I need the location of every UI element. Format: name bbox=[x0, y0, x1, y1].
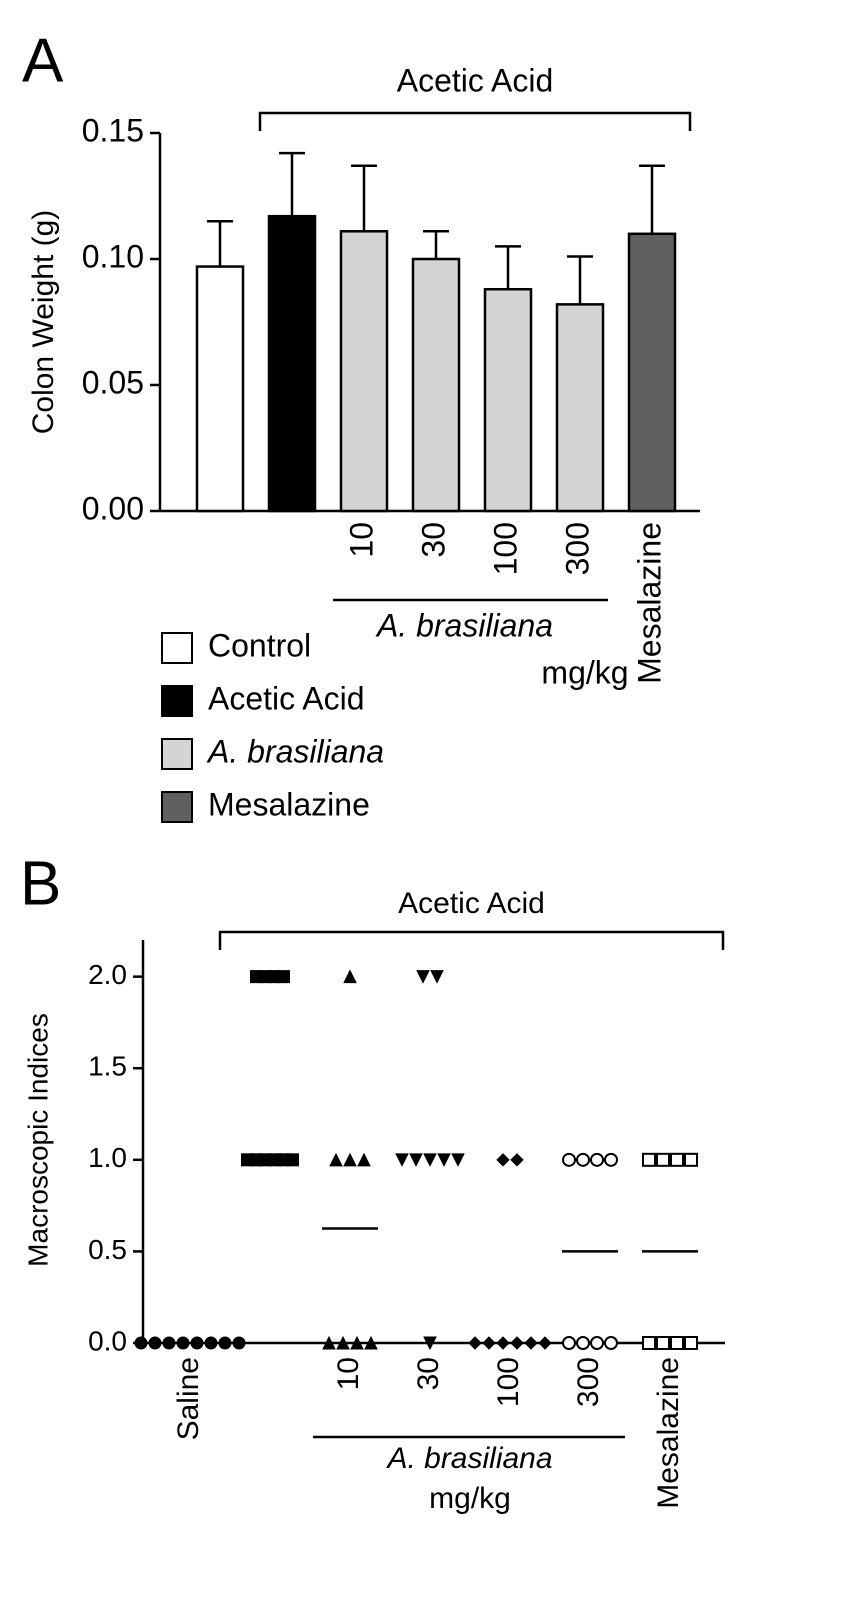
point bbox=[364, 1335, 378, 1350]
x-tick-label: 10 bbox=[332, 1357, 365, 1390]
y-axis-label: Macroscopic Indices bbox=[22, 1013, 53, 1267]
legend-swatch bbox=[161, 632, 193, 664]
point bbox=[176, 1336, 190, 1350]
point bbox=[642, 1152, 656, 1167]
point bbox=[510, 1153, 524, 1167]
panel-label: A bbox=[22, 26, 64, 95]
y-tick-label: 0.15 bbox=[82, 112, 144, 148]
point bbox=[684, 1152, 698, 1167]
legend-label: A. brasiliana bbox=[206, 733, 384, 769]
x-tick-label: 300 bbox=[559, 522, 595, 575]
x-tick-label: 30 bbox=[415, 522, 451, 558]
y-tick-label: 1.0 bbox=[88, 1142, 127, 1173]
point bbox=[590, 1336, 604, 1350]
point bbox=[482, 1336, 496, 1350]
point bbox=[218, 1336, 232, 1350]
point bbox=[416, 970, 430, 984]
point bbox=[576, 1336, 590, 1350]
point bbox=[322, 1335, 336, 1350]
point bbox=[286, 1153, 299, 1167]
point bbox=[656, 1152, 670, 1167]
point bbox=[357, 1152, 371, 1167]
point bbox=[562, 1152, 576, 1167]
x-tick-label: 30 bbox=[412, 1357, 445, 1390]
bar bbox=[267, 214, 317, 513]
point bbox=[430, 970, 444, 984]
bar bbox=[555, 303, 605, 513]
group-label: A. brasiliana bbox=[385, 1442, 552, 1475]
point bbox=[343, 1152, 357, 1167]
unit-label: mg/kg bbox=[541, 654, 628, 690]
point bbox=[562, 1336, 576, 1350]
group-label: A. brasiliana bbox=[375, 607, 553, 643]
point bbox=[496, 1153, 510, 1167]
y-tick-label: 0.05 bbox=[82, 364, 144, 400]
point bbox=[343, 969, 357, 984]
y-tick-label: 1.5 bbox=[88, 1051, 127, 1082]
point bbox=[190, 1336, 204, 1350]
x-tick-label: Mesalazine bbox=[652, 1357, 685, 1509]
x-tick-label: 300 bbox=[572, 1357, 605, 1407]
y-axis-label: Colon Weight (g) bbox=[27, 210, 60, 435]
point bbox=[604, 1152, 618, 1167]
point bbox=[204, 1336, 218, 1350]
point bbox=[684, 1336, 698, 1350]
bar bbox=[411, 257, 461, 513]
point bbox=[329, 1152, 343, 1167]
legend-swatch bbox=[161, 791, 193, 823]
bracket-label: Acetic Acid bbox=[397, 62, 554, 98]
bracket bbox=[218, 930, 725, 950]
point bbox=[590, 1152, 604, 1167]
point bbox=[670, 1152, 684, 1167]
point bbox=[437, 1153, 451, 1167]
point bbox=[162, 1336, 176, 1350]
y-tick-label: 0.00 bbox=[82, 490, 144, 526]
point bbox=[395, 1153, 409, 1167]
y-tick-label: 0.10 bbox=[82, 238, 144, 274]
legend-swatch bbox=[161, 738, 193, 770]
bracket-label: Acetic Acid bbox=[398, 887, 545, 920]
point bbox=[604, 1336, 618, 1350]
point bbox=[656, 1336, 670, 1350]
bar bbox=[339, 230, 389, 513]
point bbox=[409, 1153, 423, 1167]
point bbox=[576, 1152, 590, 1167]
y-tick-label: 0.5 bbox=[88, 1234, 127, 1265]
legend-swatch bbox=[161, 685, 193, 717]
point bbox=[538, 1336, 552, 1350]
point bbox=[232, 1336, 246, 1350]
legend-label: Mesalazine bbox=[208, 786, 370, 822]
y-tick-label: 2.0 bbox=[88, 959, 127, 990]
point bbox=[642, 1336, 656, 1350]
bar bbox=[627, 232, 677, 513]
x-tick-label: Mesalazine bbox=[631, 522, 667, 684]
y-tick-label: 0.0 bbox=[88, 1325, 127, 1356]
panel-label: B bbox=[20, 849, 61, 918]
legend-label: Acetic Acid bbox=[208, 680, 365, 716]
point bbox=[510, 1336, 524, 1350]
legend-label: Control bbox=[208, 627, 311, 663]
point bbox=[350, 1335, 364, 1350]
point bbox=[451, 1153, 465, 1167]
point bbox=[277, 970, 290, 984]
point bbox=[336, 1335, 350, 1350]
bar bbox=[483, 287, 533, 513]
point bbox=[468, 1336, 482, 1350]
unit-label: mg/kg bbox=[429, 1482, 511, 1515]
point bbox=[670, 1336, 684, 1350]
point bbox=[423, 1336, 437, 1351]
x-tick-label: 10 bbox=[343, 522, 379, 558]
bar bbox=[195, 265, 245, 513]
point bbox=[148, 1336, 162, 1350]
point bbox=[496, 1336, 510, 1350]
point bbox=[423, 1153, 437, 1167]
x-tick-label: Saline bbox=[172, 1357, 205, 1440]
point bbox=[134, 1336, 148, 1350]
x-tick-label: 100 bbox=[487, 522, 523, 575]
point bbox=[524, 1336, 538, 1350]
x-tick-label: 100 bbox=[492, 1357, 525, 1407]
bracket bbox=[258, 111, 692, 131]
